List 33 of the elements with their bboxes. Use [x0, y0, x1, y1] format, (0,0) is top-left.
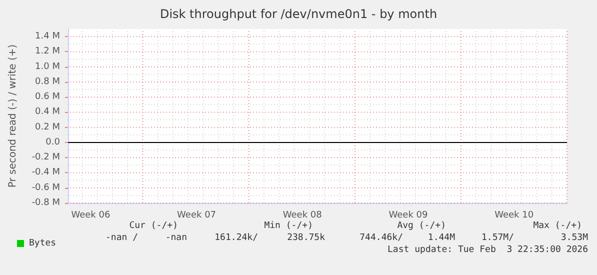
y-tick-label: 0.8 M: [35, 76, 60, 87]
text: 238.75k: [287, 233, 326, 243]
y-tick-label: -0.2 M: [32, 152, 60, 163]
y-tick-label: -0.4 M: [32, 168, 60, 178]
text: -nan /: [105, 233, 138, 243]
text: 161.24k/: [214, 233, 258, 243]
y-tick-label: -0.8 M: [32, 198, 60, 208]
text: 1.44M: [428, 233, 456, 243]
y-tick-label: 0.2 M: [35, 122, 60, 132]
text: 744.46k/: [360, 233, 403, 243]
text: 1.57M/: [481, 233, 514, 243]
text: Min (-/+): [264, 221, 313, 231]
y-tick-label: 1.2 M: [35, 46, 60, 57]
y-tick-label: 0.4 M: [35, 107, 60, 118]
text: 3.53M: [560, 233, 589, 243]
x-tick-label: Week 06: [71, 210, 110, 220]
x-tick-label: Week 10: [494, 210, 534, 220]
text: Avg (-/+): [397, 221, 446, 231]
chart-title: Disk throughput for /dev/nvme0n1 - by month: [160, 7, 438, 21]
text: Last update: Tue Feb 3 22:35:00 2026: [388, 245, 588, 255]
x-tick-label: Week 07: [177, 210, 216, 220]
legend-label: Bytes: [29, 238, 56, 248]
y-tick-label: 0.6 M: [35, 92, 60, 102]
x-tick-label: Week 08: [282, 210, 322, 220]
y-axis-title: Pr second read (-) / write (+): [8, 44, 18, 188]
text: -nan: [165, 233, 187, 243]
y-tick-label: 1.0 M: [35, 62, 60, 72]
y-tick-label: 1.4 M: [35, 32, 60, 42]
text: Cur (-/+): [129, 221, 178, 231]
text: Max (-/+): [533, 221, 582, 231]
y-tick-label: -0.6 M: [32, 182, 60, 193]
y-tick-label: 0.0: [46, 137, 60, 148]
x-tick-label: Week 09: [388, 210, 428, 220]
